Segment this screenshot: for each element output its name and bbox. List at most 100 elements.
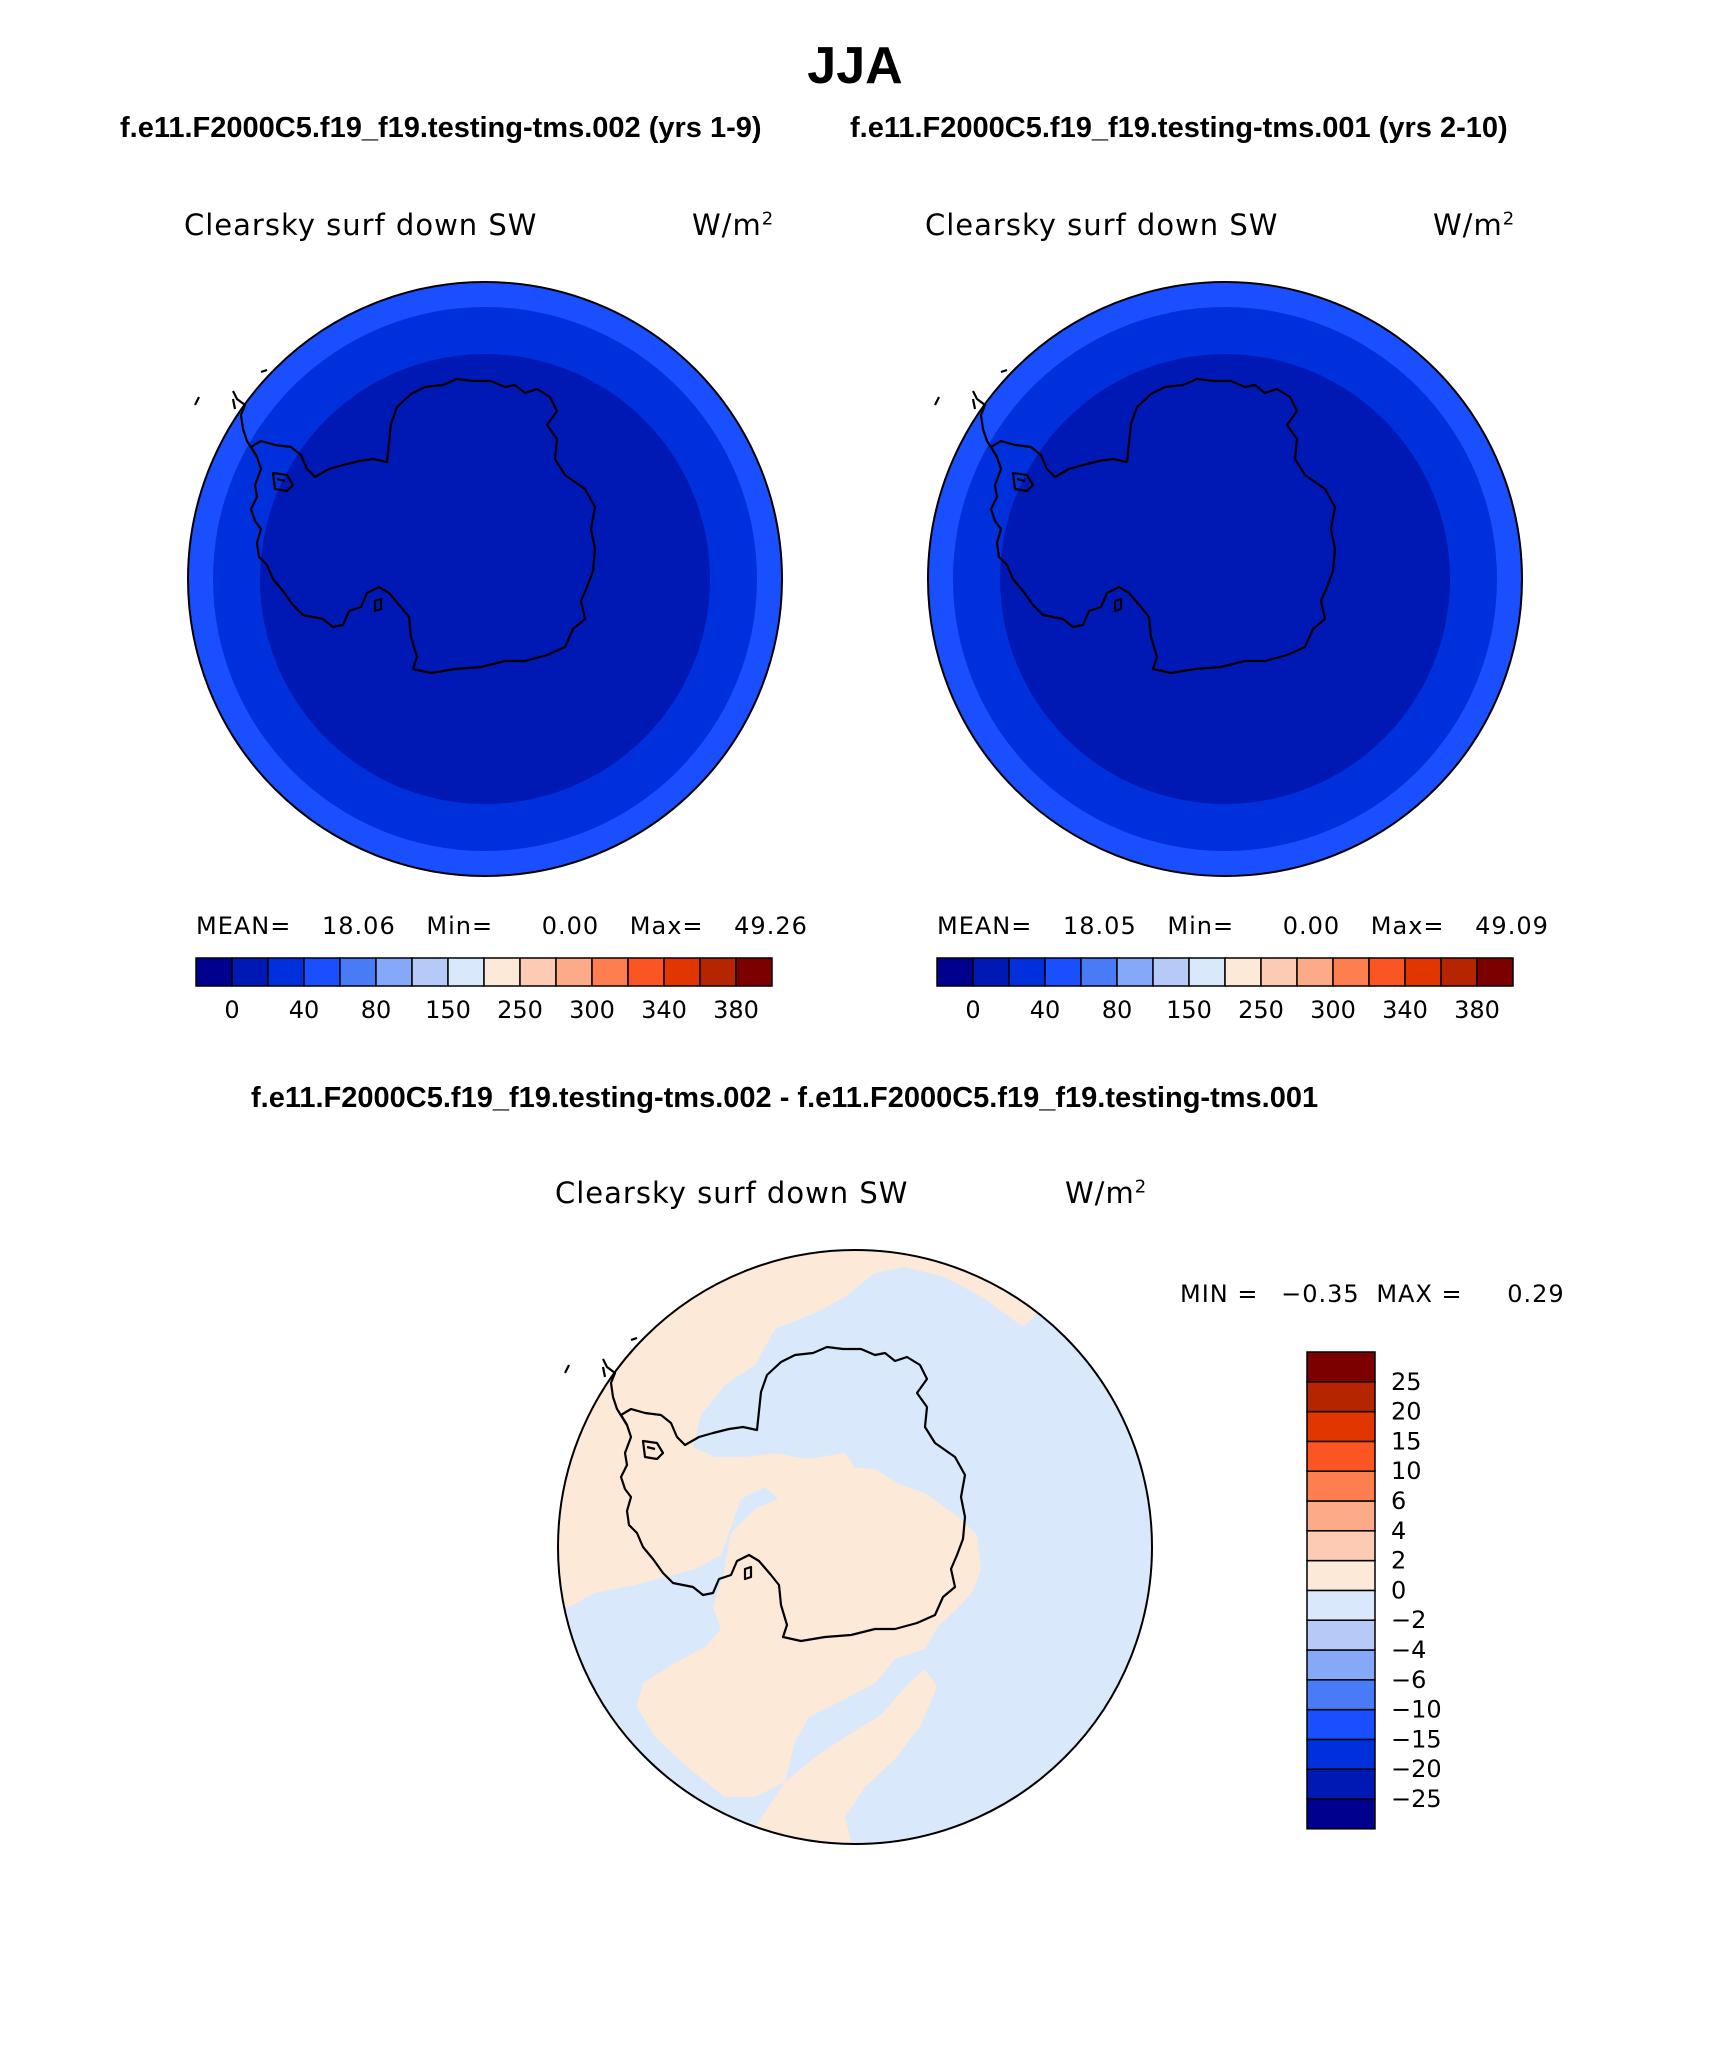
- diff-min-label: MIN =: [1180, 1280, 1259, 1308]
- panel-2-min: 0.00: [1282, 912, 1341, 940]
- colorbar-tick-label: 40: [1030, 996, 1061, 1024]
- colorbar-box: [1080, 957, 1118, 987]
- panel-2-stats: MEAN= 18.05 Min= 0.00 Max= 49.09: [937, 912, 1549, 940]
- map-boundary: [187, 281, 783, 877]
- colorbar-tick-label: 0: [1391, 1576, 1406, 1604]
- panel-2-units-exp: 2: [1502, 208, 1516, 230]
- panel-1-mean: 18.06: [322, 912, 396, 940]
- colorbar-box: [1306, 1768, 1376, 1800]
- colorbar-box: [1008, 957, 1046, 987]
- colorbar-box: [1306, 1530, 1376, 1562]
- panel-2-mean: 18.05: [1063, 912, 1137, 940]
- colorbar-box: [1476, 957, 1514, 987]
- colorbar-tick-label: 15: [1391, 1427, 1422, 1455]
- colorbar-box: [1306, 1381, 1376, 1413]
- map-boundary: [557, 1249, 1153, 1845]
- colorbar-box: [411, 957, 449, 987]
- antarctica-coastline: [934, 368, 1337, 675]
- colorbar-box: [303, 957, 341, 987]
- colorbar-box: [519, 957, 557, 987]
- diff-map: [557, 1249, 1153, 1845]
- colorbar-tick-label: 340: [641, 996, 687, 1024]
- colorbar-tick-label: 380: [1454, 996, 1500, 1024]
- colorbar-tick-label: 340: [1382, 996, 1428, 1024]
- panel-2-units: W/m2: [1433, 208, 1515, 242]
- colorbar-box: [627, 957, 665, 987]
- diff-positive-south: [745, 1669, 937, 1844]
- colorbar-box: [1306, 1410, 1376, 1443]
- colorbar-tick-label: 40: [289, 996, 320, 1024]
- colorbar-box: [663, 957, 701, 987]
- colorbar-box: [1188, 957, 1226, 987]
- colorbar-tick-label: 6: [1391, 1487, 1406, 1515]
- colorbar-box: [1306, 1559, 1376, 1592]
- colorbar-box: [972, 957, 1010, 987]
- panel-1-max-label: Max=: [629, 912, 704, 940]
- colorbar-tick-label: 150: [1166, 996, 1212, 1024]
- colorbar-box: [1116, 957, 1154, 987]
- colorbar-tick-label: 25: [1391, 1368, 1422, 1396]
- colorbar-tick-label: −25: [1391, 1785, 1442, 1813]
- colorbar-box: [1306, 1708, 1376, 1741]
- colorbar-box: [1404, 957, 1442, 987]
- colorbar-box: [555, 957, 593, 987]
- colorbar-box: [936, 957, 974, 987]
- diff-positive-center: [637, 1467, 981, 1797]
- colorbar-tick-label: 80: [361, 996, 392, 1024]
- colorbar-box: [1152, 957, 1190, 987]
- panel-1-mean-label: MEAN=: [196, 912, 292, 940]
- colorbar-box: [1440, 957, 1478, 987]
- colorbar-tick-label: −2: [1391, 1606, 1426, 1634]
- case-label-right: f.e11.F2000C5.f19_f19.testing-tms.001 (y…: [850, 112, 1508, 144]
- colorbar-tick-label: −6: [1391, 1666, 1426, 1694]
- colorbar-box: [1306, 1679, 1376, 1711]
- panel-2-min-label: Min=: [1167, 912, 1235, 940]
- colorbar-tick-label: −20: [1391, 1755, 1442, 1783]
- panel-1-units-exp: 2: [761, 208, 775, 230]
- colorbar-box: [699, 957, 737, 987]
- panel-2-units-base: W/m: [1433, 208, 1503, 242]
- colorbar-tick-label: 250: [497, 996, 543, 1024]
- panel-1-units: W/m2: [692, 208, 774, 242]
- colorbar-tick-label: 4: [1391, 1517, 1406, 1545]
- colorbar-box: [1224, 957, 1262, 987]
- panel-1-variable: Clearsky surf down SW: [184, 208, 538, 242]
- diff-positive-north: [558, 1250, 1152, 1623]
- diff-units: W/m2: [1065, 1176, 1147, 1210]
- colorbar-box: [231, 957, 269, 987]
- colorbar-tick-label: −15: [1391, 1725, 1442, 1753]
- colorbar-tick-label: −4: [1391, 1636, 1426, 1664]
- colorbar-box: [1306, 1619, 1376, 1651]
- colorbar-box: [1332, 957, 1370, 987]
- panel-2-map: [927, 281, 1523, 877]
- colorbar-box: [339, 957, 377, 987]
- panel-2-max-label: Max=: [1370, 912, 1445, 940]
- diff-units-base: W/m: [1065, 1176, 1135, 1210]
- colorbar-box: [447, 957, 485, 987]
- panel-1-units-base: W/m: [692, 208, 762, 242]
- colorbar-tick-label: 250: [1238, 996, 1284, 1024]
- antarctica-coastline: [194, 368, 597, 675]
- colorbar-tick-label: 300: [569, 996, 615, 1024]
- colorbar-box: [1306, 1738, 1376, 1770]
- antarctica-coastline: [564, 1336, 967, 1643]
- colorbar-box: [591, 957, 629, 987]
- colorbar-box: [1306, 1470, 1376, 1502]
- panel-1-max: 49.26: [734, 912, 808, 940]
- diff-min: −0.35: [1281, 1280, 1360, 1308]
- panel-2-mean-label: MEAN=: [937, 912, 1033, 940]
- colorbar-box: [1306, 1351, 1376, 1383]
- colorbar-box: [1306, 1440, 1376, 1472]
- panel-1-min-label: Min=: [426, 912, 494, 940]
- colorbar-tick-label: 0: [965, 996, 980, 1024]
- diff-units-exp: 2: [1134, 1176, 1148, 1198]
- colorbar-box: [1260, 957, 1298, 987]
- colorbar-box: [195, 957, 233, 987]
- colorbar-tick-label: 150: [425, 996, 471, 1024]
- case-label-left: f.e11.F2000C5.f19_f19.testing-tms.002 (y…: [120, 112, 762, 144]
- map-boundary: [927, 281, 1523, 877]
- diff-minmax: MIN = −0.35 MAX = 0.29: [1180, 1280, 1565, 1308]
- colorbar-tick-label: 80: [1102, 996, 1133, 1024]
- panel-2-max: 49.09: [1475, 912, 1549, 940]
